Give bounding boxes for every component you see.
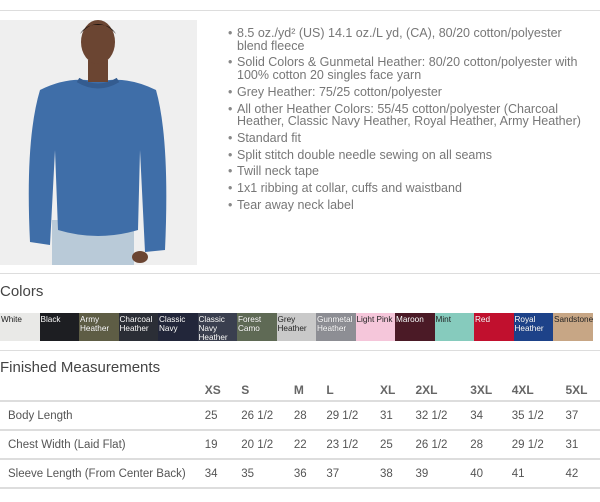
feature-item: 1x1 ribbing at collar, cuffs and waistba… xyxy=(222,182,592,195)
measurement-value: 34 xyxy=(204,459,242,489)
size-header: XS xyxy=(204,379,242,402)
color-swatch[interactable]: Grey Heather xyxy=(276,313,316,341)
row-label: Chest Width (Laid Flat) xyxy=(0,430,205,460)
feature-item: Grey Heather: 75/25 cotton/polyester xyxy=(222,86,592,99)
measurement-value: 22 xyxy=(293,430,327,460)
measurement-value: 29 1/2 xyxy=(326,401,381,431)
measurement-value: 28 xyxy=(470,430,512,460)
size-header: M xyxy=(293,379,327,402)
measurement-value: 19 xyxy=(204,430,242,460)
table-row: Sleeve Length (From Center Back) 34 35 36 37… xyxy=(0,459,600,489)
measurement-value: 37 xyxy=(326,459,381,489)
measurement-value: 35 1/2 xyxy=(511,401,566,431)
measurement-value: 36 xyxy=(293,459,327,489)
measurement-value: 26 1/2 xyxy=(415,430,471,460)
color-swatch[interactable]: Charcoal Heather xyxy=(118,313,158,341)
size-header: 2XL xyxy=(415,379,471,402)
measurement-value: 23 1/2 xyxy=(326,430,381,460)
measurement-value: 20 1/2 xyxy=(241,430,294,460)
row-label: Sleeve Length (From Center Back) xyxy=(0,459,205,489)
feature-item: 8.5 oz./yd² (US) 14.1 oz./L yd, (CA), 80… xyxy=(222,27,592,52)
table-row: Chest Width (Laid Flat) 19 20 1/2 22 23 1/2 2… xyxy=(0,430,600,460)
feature-item: Tear away neck label xyxy=(222,199,592,212)
size-header: 5XL xyxy=(565,379,600,402)
color-swatch[interactable]: Black xyxy=(39,313,79,341)
measurement-value: 26 1/2 xyxy=(241,401,294,431)
measurements-table: XS S M L XL 2XL 3XL 4XL 5XL Body Length 25 26 1/2 2… xyxy=(0,379,600,489)
size-header: 4XL xyxy=(511,379,566,402)
color-swatch[interactable]: Maroon xyxy=(395,313,435,341)
measurement-value: 31 xyxy=(565,430,600,460)
measurements-heading: Finished Measurements xyxy=(0,359,161,376)
measurement-value: 40 xyxy=(470,459,512,489)
measurement-value: 25 xyxy=(380,430,416,460)
measurement-value: 34 xyxy=(470,401,512,431)
measurement-value: 38 xyxy=(380,459,416,489)
row-label: Body Length xyxy=(0,401,205,431)
measurement-value: 39 xyxy=(415,459,471,489)
measurement-value: 35 xyxy=(241,459,294,489)
measurement-value: 28 xyxy=(293,401,327,431)
feature-item: Standard fit xyxy=(222,132,592,145)
color-swatches: White Black Army Heather Charcoal Heather Cl… xyxy=(0,313,600,341)
feature-item: Twill neck tape xyxy=(222,165,592,178)
label-column-header xyxy=(0,379,205,402)
feature-item: Solid Colors & Gunmetal Heather: 80/20 c… xyxy=(222,56,592,81)
color-swatch[interactable]: White xyxy=(0,313,40,341)
color-swatch[interactable]: Gunmetal Heather xyxy=(316,313,356,341)
color-swatch[interactable]: Mint xyxy=(434,313,474,341)
size-header: XL xyxy=(380,379,416,402)
color-swatch[interactable]: Army Heather xyxy=(79,313,119,341)
color-swatch[interactable]: Classic Navy Heather xyxy=(197,313,237,341)
feature-item: All other Heather Colors: 55/45 cotton/p… xyxy=(222,102,592,128)
measurement-value: 42 xyxy=(565,459,600,489)
size-header: L xyxy=(326,379,381,402)
color-swatch[interactable]: Forest Camo xyxy=(237,313,277,341)
colors-heading: Colors xyxy=(0,283,44,300)
measurement-value: 37 xyxy=(565,401,600,431)
measurement-value: 41 xyxy=(511,459,566,489)
divider xyxy=(0,350,600,351)
feature-item: Split stitch double needle sewing on all… xyxy=(222,149,592,162)
measurement-value: 29 1/2 xyxy=(511,430,566,460)
measurement-value: 25 xyxy=(204,401,242,431)
size-header: 3XL xyxy=(470,379,512,402)
size-header: S xyxy=(241,379,294,402)
measurement-value: 31 xyxy=(380,401,416,431)
color-swatch[interactable]: Royal Heather xyxy=(513,313,553,341)
color-swatch[interactable]: Light Pink xyxy=(355,313,395,341)
divider xyxy=(0,273,600,274)
feature-list: 8.5 oz./yd² (US) 14.1 oz./L yd, (CA), 80… xyxy=(222,27,592,216)
top-divider xyxy=(0,10,600,11)
color-swatch[interactable]: Red xyxy=(474,313,514,341)
color-swatch[interactable]: Classic Navy xyxy=(158,313,198,341)
product-image xyxy=(0,20,197,265)
color-swatch[interactable]: Sandstone xyxy=(553,313,593,341)
measurement-value: 32 1/2 xyxy=(415,401,471,431)
table-row: Body Length 25 26 1/2 28 29 1/2 31 32 1/2 34 35 … xyxy=(0,401,600,431)
